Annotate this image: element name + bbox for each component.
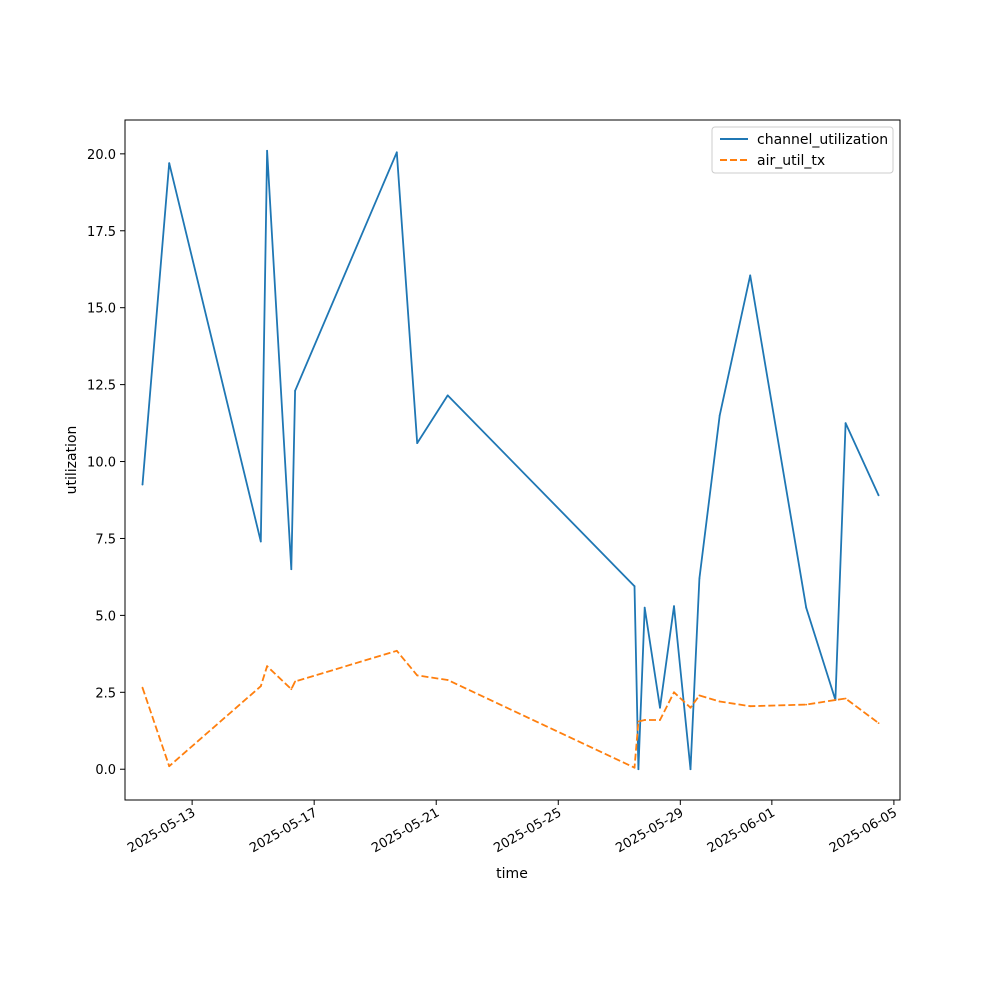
data-point [395,151,398,154]
y-tick-label: 20.0 [87,148,116,163]
data-point [834,699,837,701]
series-line-channel-utilization [141,149,880,771]
series-lines [141,149,880,771]
y-tick-label: 7.5 [95,532,116,547]
x-axis-label: time [496,866,528,882]
data-point [294,389,296,392]
data-point [718,700,721,703]
data-point [698,577,701,580]
x-tick-label: 2025-05-21 [369,805,442,856]
y-axis-label: utilization [64,426,80,495]
data-point [659,719,661,721]
data-point [294,680,296,683]
data-point [877,722,880,724]
data-point [395,649,398,652]
data-point [141,686,144,689]
x-tick-label: 2025-05-13 [125,805,198,856]
data-point [749,705,752,708]
data-point [416,442,419,444]
legend-label-air-util-tx: air_util_tx [757,153,825,169]
data-point [266,665,268,668]
y-tick-label: 12.5 [87,379,116,394]
data-point [266,149,268,152]
plot-frame [124,119,901,801]
data-point [844,422,847,424]
data-point [749,274,752,277]
data-point [290,688,293,691]
data-point [141,483,144,486]
data-point [637,720,640,723]
data-point [637,768,640,771]
y-tick-label: 15.0 [87,302,116,317]
data-point [446,394,449,397]
series-line-air-util-tx [141,649,880,769]
x-tick-label: 2025-06-05 [827,805,900,856]
data-point [633,585,636,588]
y-tick-label: 2.5 [95,686,116,701]
y-tick-label: 17.5 [87,225,116,240]
data-point [659,706,661,709]
data-point [168,162,171,165]
legend-label-channel-utilization: channel_utilization [757,132,888,148]
data-point [877,494,880,497]
data-point [643,719,646,721]
data-point [689,768,692,771]
data-point [259,540,262,543]
data-point [633,766,636,769]
y-tick-label: 10.0 [87,456,116,471]
ticks: 0.0 2.5 5.0 7.5 10.0 12.5 15.0 17.5 20.0 2025-05-… [87,148,900,856]
data-point [689,706,692,709]
data-point [673,605,675,608]
y-tick-label: 5.0 [95,609,116,624]
data-point [844,697,847,700]
data-point [673,691,675,694]
data-point [168,765,171,768]
x-tick-label: 2025-05-25 [491,805,564,856]
data-point [805,703,808,706]
x-tick-label: 2025-05-17 [247,805,320,856]
data-point [290,568,293,571]
legend: channel_utilization air_util_tx [711,126,894,174]
y-tick-label: 0.0 [95,763,116,778]
x-tick-label: 2025-05-29 [613,805,686,856]
x-tick-label: 2025-06-01 [705,805,778,856]
data-point [718,414,721,417]
data-point [805,606,808,609]
data-point [416,674,419,677]
data-point [643,606,646,609]
data-point [698,694,701,697]
data-point [446,679,449,681]
data-point [259,685,262,688]
legend-box [711,126,894,174]
